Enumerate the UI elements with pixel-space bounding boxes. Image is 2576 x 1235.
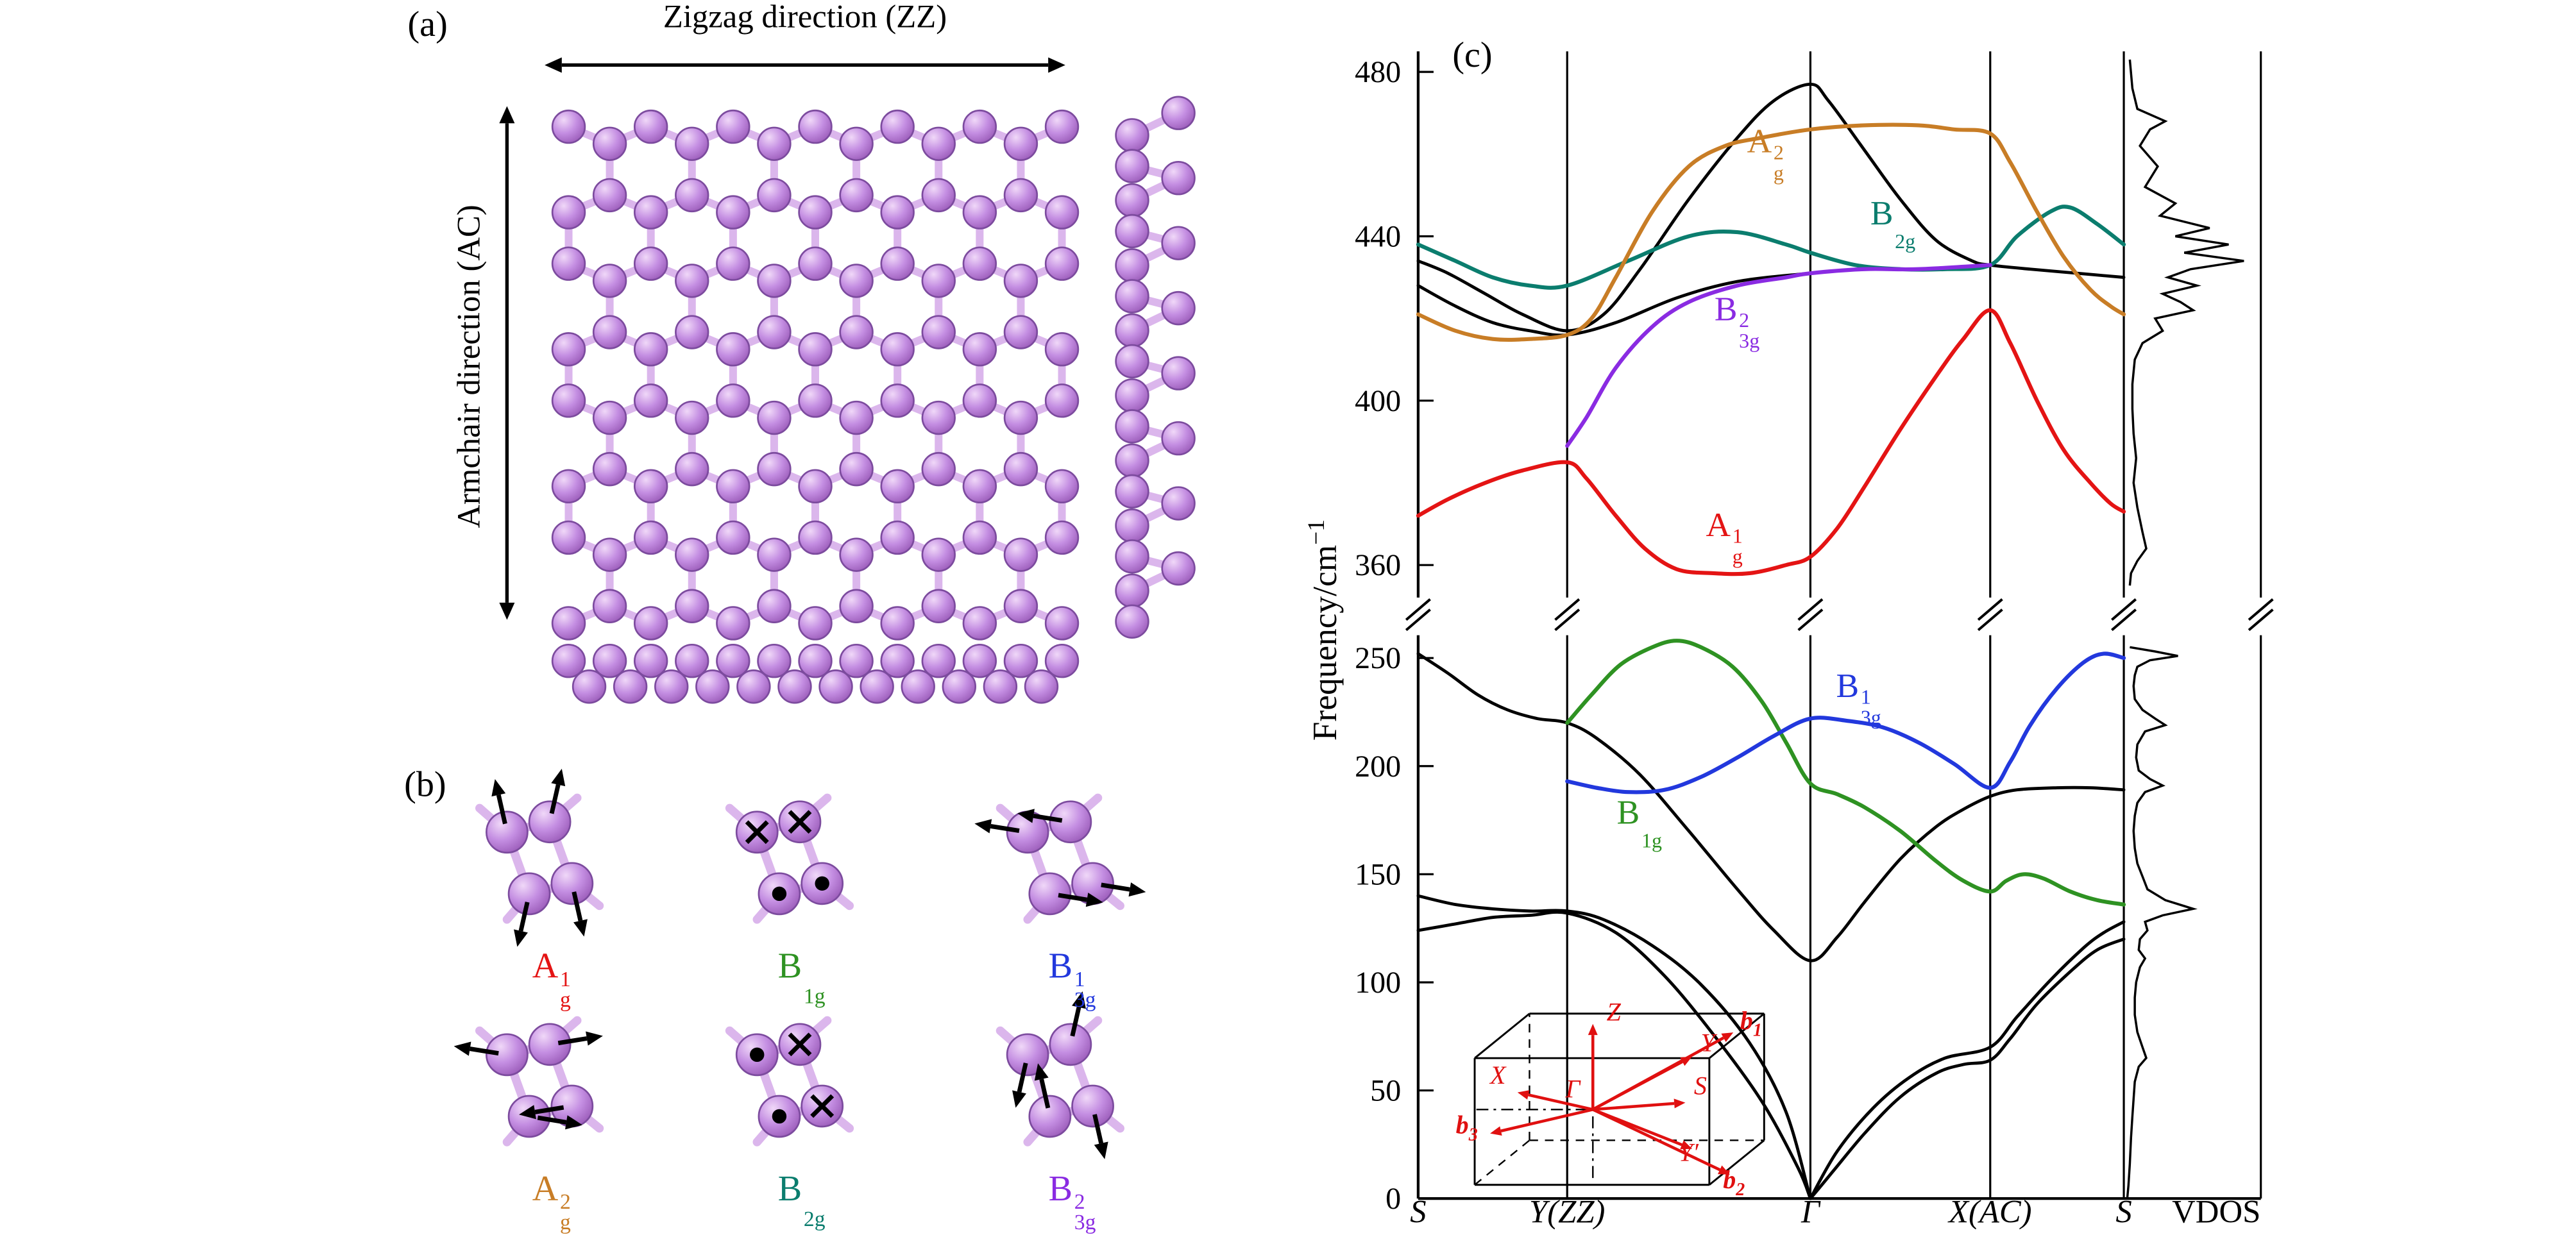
svg-text:100: 100 xyxy=(1355,966,1401,1000)
svg-text:440: 440 xyxy=(1355,220,1401,254)
series-black-upper-2 xyxy=(1416,263,1992,337)
panel-a-label: (a) xyxy=(407,3,448,45)
axis-breaks xyxy=(1404,597,2275,635)
vdos-axis-label: VDOS xyxy=(2172,1194,2260,1230)
armchair-direction-label: Armchair direction (AC) xyxy=(452,205,489,528)
inset-label-0: Z xyxy=(1607,997,1622,1026)
series-B2g xyxy=(1416,205,2126,290)
series-B3g2 xyxy=(1565,263,1992,448)
svg-text:0: 0 xyxy=(1385,1182,1401,1216)
inset-label-8: b3 xyxy=(1456,1111,1478,1145)
panel-b-label: (b) xyxy=(404,763,446,805)
mode-label-2: B 1g xyxy=(777,945,826,1008)
mode-label-5: B 2g xyxy=(777,1168,826,1231)
series-black-acoustic-zz-2 xyxy=(1416,911,1812,1200)
lattice-side-view xyxy=(1115,96,1196,639)
inset-label-5: S xyxy=(1694,1071,1707,1100)
svg-text:250: 250 xyxy=(1355,641,1401,675)
series-Ag1 xyxy=(1416,308,2126,576)
curve-label-5: B 1 3g xyxy=(1836,668,1881,730)
inset-label-1: Y xyxy=(1701,1029,1718,1057)
inset-label-6: Y′ xyxy=(1679,1138,1699,1166)
phonon-dispersion-panel: 360 400 440 480 0 50 100 150 200 250 S Y(ZZ) Γ X(AC) S… xyxy=(1298,0,2377,1230)
lattice-bottom-view xyxy=(551,643,1080,704)
inset-label-7: b2 xyxy=(1723,1165,1745,1200)
vdos-curve xyxy=(2126,59,2244,1199)
svg-text:480: 480 xyxy=(1355,55,1401,89)
svg-text:50: 50 xyxy=(1370,1074,1401,1108)
structure-panels-svg xyxy=(453,57,1196,1159)
mode-diagram-2 xyxy=(725,793,854,924)
dispersion-series xyxy=(1416,82,2126,1200)
svg-text:360: 360 xyxy=(1355,548,1401,582)
mode-label-6: B 2 3g xyxy=(1048,1168,1096,1235)
svg-text:S: S xyxy=(1410,1194,1426,1230)
inset-label-3: X xyxy=(1489,1061,1507,1089)
svg-text:S: S xyxy=(2115,1194,2131,1230)
inset-label-4: Γ xyxy=(1565,1075,1582,1104)
y-tick-labels: 360 400 440 480 0 50 100 150 200 250 xyxy=(1355,55,1401,1216)
series-black-lower-1 xyxy=(1416,652,2126,962)
curve-label-2: B 2g xyxy=(1870,195,1916,255)
svg-text:150: 150 xyxy=(1355,857,1401,891)
zigzag-arrow xyxy=(545,57,1065,73)
armchair-arrow xyxy=(499,106,515,620)
lattice-top-view xyxy=(551,109,1080,641)
mode-diagram-4 xyxy=(453,1016,604,1147)
dispersion-chart-svg: 360 400 440 480 0 50 100 150 200 250 S Y(ZZ) Γ X(AC) S… xyxy=(1303,51,2275,1230)
mode-label-3: B 1 3g xyxy=(1048,945,1096,1012)
panel-c-label: (c) xyxy=(1452,34,1493,76)
series-black-acoustic-ac-1 xyxy=(1808,937,2126,1200)
y-axis-title: Frequency/cm−1 xyxy=(1303,519,1344,741)
series-black-acoustic-ac-2 xyxy=(1808,920,2126,1200)
curve-label-6: B 1g xyxy=(1616,794,1663,853)
mode-diagram-5 xyxy=(725,1016,854,1147)
x-axis-labels: S Y(ZZ) Γ X(AC) S VDOS xyxy=(1410,1194,2260,1230)
series-B1g xyxy=(1565,639,2126,907)
mode-diagram-3 xyxy=(974,793,1146,924)
mode-diagram-6 xyxy=(996,991,1124,1159)
series-black-upper-1 xyxy=(1416,82,2126,333)
curve-label-3: B 2 3g xyxy=(1714,290,1760,353)
zigzag-direction-label: Zigzag direction (ZZ) xyxy=(663,0,947,37)
mode-diagram-1 xyxy=(475,768,604,947)
svg-text:Y(ZZ): Y(ZZ) xyxy=(1529,1194,1605,1230)
svg-text:X(AC): X(AC) xyxy=(1947,1194,2032,1230)
svg-text:200: 200 xyxy=(1355,750,1401,784)
svg-text:400: 400 xyxy=(1355,384,1401,418)
series-B3g1 xyxy=(1565,651,2126,794)
series-Ag2 xyxy=(1416,122,2126,342)
series-black-acoustic-zz-1 xyxy=(1416,894,1812,1200)
